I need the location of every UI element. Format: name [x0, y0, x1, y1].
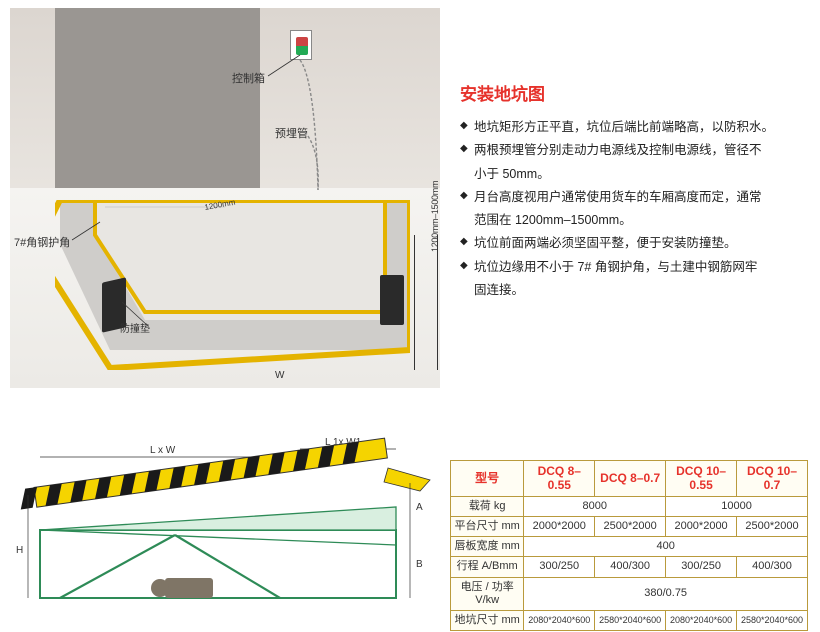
cell: 400/300 [595, 557, 666, 577]
dim-lxw: L x W [150, 445, 176, 456]
cell: 300/250 [666, 557, 737, 577]
text-column: 安装地坑图 地坑矩形方正平直，坑位后端比前端略高，以防积水。 两根预埋管分别走动… [460, 80, 808, 303]
cell: 2580*2040*600 [737, 610, 808, 630]
cell: 2500*2000 [737, 516, 808, 536]
bullet-4-cont: 固连接。 [460, 280, 808, 301]
th-model: 型号 [451, 461, 524, 497]
bullet-2-cont: 范围在 1200mm–1500mm。 [460, 210, 808, 231]
dim-a: A [416, 502, 423, 513]
pit-diagram: 400mm 1200mm 1200mm–1500mm 控制箱 预埋管 7#角钢护… [0, 0, 460, 400]
cell: 10000 [666, 496, 808, 516]
dim-h: H [16, 545, 23, 556]
label-buried-pipe: 预埋管 [275, 125, 308, 141]
cell: 2080*2040*600 [666, 610, 737, 630]
row-label: 地坑尺寸 mm [451, 610, 524, 630]
row-label: 载荷 kg [451, 496, 524, 516]
th-m0: DCQ 8–0.55 [524, 461, 595, 497]
cell: 300/250 [524, 557, 595, 577]
cell: 2080*2040*600 [524, 610, 595, 630]
dim-b: B [416, 559, 423, 570]
vertical-dimension-label: 1200mm–1500mm [430, 181, 440, 252]
bottom-section: L x W L 1x W1 [0, 435, 820, 625]
side-elevation-diagram: L x W L 1x W1 [0, 435, 440, 625]
cell: 400/300 [737, 557, 808, 577]
label-w: W [275, 370, 284, 381]
table-row: 唇板宽度 mm400 [451, 537, 808, 557]
cell: 8000 [524, 496, 666, 516]
cell: 2580*2040*600 [595, 610, 666, 630]
spec-table: 型号 DCQ 8–0.55 DCQ 8–0.7 DCQ 10–0.55 DCQ … [450, 460, 808, 631]
cell: 2000*2000 [524, 516, 595, 536]
label-bumper: 防撞垫 [120, 320, 150, 335]
th-m2: DCQ 10–0.55 [666, 461, 737, 497]
th-m3: DCQ 10–0.7 [737, 461, 808, 497]
row-label: 电压 / 功率 V/kw [451, 577, 524, 610]
row-label: 行程 A/Bmm [451, 557, 524, 577]
table-row: 平台尺寸 mm2000*20002500*20002000*20002500*2… [451, 516, 808, 536]
top-section: 400mm 1200mm 1200mm–1500mm 控制箱 预埋管 7#角钢护… [0, 0, 820, 400]
th-m1: DCQ 8–0.7 [595, 461, 666, 497]
bullet-2: 月台高度视用户通常使用货车的车厢高度而定，通常 [460, 187, 808, 208]
table-row: 电压 / 功率 V/kw380/0.75 [451, 577, 808, 610]
bullet-4: 坑位边缘用不小于 7# 角钢护角，与土建中钢筋网牢 [460, 257, 808, 278]
table-row: 地坑尺寸 mm2080*2040*6002580*2040*6002080*20… [451, 610, 808, 630]
vertical-dimension [414, 235, 438, 370]
section-title: 安装地坑图 [460, 80, 808, 105]
bullet-1-cont: 小于 50mm。 [460, 164, 808, 185]
table-row: 载荷 kg800010000 [451, 496, 808, 516]
cell: 380/0.75 [524, 577, 808, 610]
row-label: 唇板宽度 mm [451, 537, 524, 557]
table-row: 行程 A/Bmm300/250400/300300/250400/300 [451, 557, 808, 577]
row-label: 平台尺寸 mm [451, 516, 524, 536]
label-control-box: 控制箱 [232, 70, 265, 86]
spec-table-body: 载荷 kg800010000平台尺寸 mm2000*20002500*20002… [451, 496, 808, 630]
cell: 2500*2000 [595, 516, 666, 536]
bumper-right-icon [380, 275, 404, 325]
cell: 2000*2000 [666, 516, 737, 536]
bullet-list: 地坑矩形方正平直，坑位后端比前端略高，以防积水。 两根预埋管分别走动力电源线及控… [460, 117, 808, 301]
bullet-3: 坑位前面两端必须坚固平整，便于安装防撞垫。 [460, 233, 808, 254]
bullet-0: 地坑矩形方正平直，坑位后端比前端略高，以防积水。 [460, 117, 808, 138]
control-box-icon [290, 30, 312, 60]
cell: 400 [524, 537, 808, 557]
bullet-1: 两根预埋管分别走动力电源线及控制电源线，管径不 [460, 140, 808, 161]
label-angle-steel: 7#角钢护角 [14, 234, 70, 250]
